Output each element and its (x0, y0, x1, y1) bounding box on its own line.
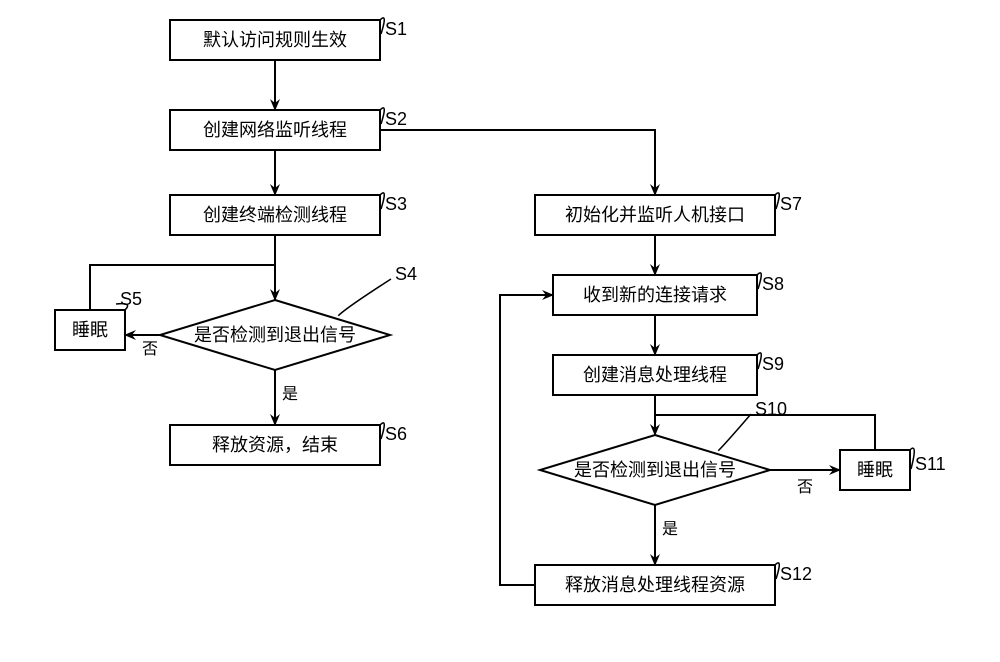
node-s2-label: S2 (385, 109, 407, 129)
node-s4-label-tick (338, 279, 391, 316)
node-s5: 睡眠 S5 (55, 289, 142, 350)
node-s10-label: S10 (755, 399, 787, 419)
node-s9-text: 创建消息处理线程 (583, 365, 727, 385)
node-s12-label: S12 (780, 564, 812, 584)
edge-e14 (500, 295, 553, 585)
node-s4-text: 是否检测到退出信号 (194, 325, 356, 345)
edge-label-e5: 否 (142, 341, 158, 358)
node-s2: 创建网络监听线程 S2 (170, 108, 407, 150)
edge-label-e12: 否 (797, 479, 813, 496)
node-s7-text: 初始化并监听人机接口 (565, 205, 745, 225)
node-s11: 睡眠 S11 (840, 448, 946, 490)
node-s10-text: 是否检测到退出信号 (574, 460, 736, 480)
edge-label-e11: 是 (662, 521, 678, 538)
node-s4: 是否检测到退出信号 S4 (160, 264, 417, 370)
node-s1-text: 默认访问规则生效 (203, 30, 347, 50)
node-s3-label: S3 (385, 194, 407, 214)
node-s2-text: 创建网络监听线程 (203, 120, 347, 140)
node-s12-text: 释放消息处理线程资源 (565, 575, 745, 595)
node-s6: 释放资源，结束 S6 (170, 423, 407, 465)
node-s5-label: S5 (120, 289, 142, 309)
node-s5-text: 睡眠 (72, 320, 108, 340)
edge-label-e4: 是 (282, 386, 298, 403)
node-s4-label: S4 (395, 264, 417, 284)
edge-e7 (380, 130, 655, 195)
node-s11-label: S11 (915, 454, 946, 474)
node-s8: 收到新的连接请求 S8 (553, 273, 784, 315)
node-s3-text: 创建终端检测线程 (203, 205, 347, 225)
node-s9-label: S9 (762, 354, 784, 374)
node-s8-text: 收到新的连接请求 (583, 285, 727, 305)
node-s7: 初始化并监听人机接口 S7 (535, 193, 802, 235)
node-s1: 默认访问规则生效 S1 (170, 18, 407, 60)
node-s6-label: S6 (385, 424, 407, 444)
node-s1-label: S1 (385, 19, 407, 39)
node-s8-label: S8 (762, 274, 784, 294)
node-s7-label: S7 (780, 194, 802, 214)
node-s3: 创建终端检测线程 S3 (170, 193, 407, 235)
flowchart-canvas: 是否是否 默认访问规则生效S1创建网络监听线程S2创建终端检测线程S3是否检测到… (0, 0, 1000, 662)
node-s10-label-tick (718, 414, 751, 451)
node-s6-text: 释放资源，结束 (212, 435, 338, 455)
node-s9: 创建消息处理线程 S9 (553, 353, 784, 395)
node-s12: 释放消息处理线程资源 S12 (535, 563, 812, 605)
node-s11-text: 睡眠 (857, 460, 893, 480)
